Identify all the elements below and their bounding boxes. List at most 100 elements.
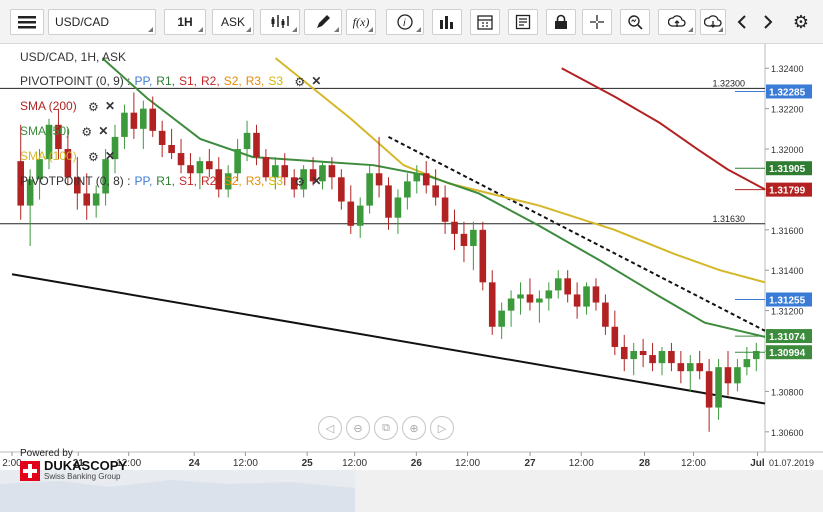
candle-body xyxy=(630,351,637,360)
candle-body xyxy=(121,112,128,137)
dukascopy-logo: Powered by DUKASCOPY Swiss Banking Group xyxy=(20,448,127,481)
indicators-button[interactable]: f(x) xyxy=(346,9,376,35)
pan-right-icon[interactable]: ▷ xyxy=(430,416,454,440)
candle-body xyxy=(55,124,62,150)
legend-pivot1-levels: : PP, R1, S1, R2, S2, R3, S3 xyxy=(127,74,284,88)
powered-by-label: Powered by xyxy=(20,448,73,459)
x-tick-label: 24 xyxy=(189,458,201,469)
volume-button[interactable] xyxy=(432,9,462,35)
candle-body xyxy=(554,278,562,291)
x-tick-label: 12:00 xyxy=(233,458,258,469)
news-button[interactable] xyxy=(508,9,538,35)
candle-body xyxy=(460,233,468,246)
candle-body xyxy=(752,351,760,360)
crosshair-button[interactable] xyxy=(582,9,612,35)
candle-body xyxy=(620,346,628,360)
price-tag-label: 1.31905 xyxy=(769,164,806,175)
scroll-right-button[interactable] xyxy=(756,9,780,35)
price-tag-label: 1.32285 xyxy=(769,87,806,98)
candle-body xyxy=(602,302,609,327)
brand-tagline: Swiss Banking Group xyxy=(44,472,121,481)
menu-button[interactable] xyxy=(10,9,44,35)
legend-pivot1-name: PIVOTPOINT (0, 9) xyxy=(20,74,124,88)
pivot-level-s3: S3 xyxy=(268,174,284,188)
candle-body xyxy=(545,290,553,299)
price-type-selector[interactable]: ASK xyxy=(212,9,254,35)
candles-icon xyxy=(271,15,289,28)
candle-body xyxy=(102,159,109,194)
y-tick-label: 1.31600 xyxy=(771,226,804,236)
chevron-left-icon xyxy=(737,15,746,29)
legend-pivot2-levels: : PP, R1, S1, R2, S2, R3, S3 xyxy=(127,174,284,188)
candle-body xyxy=(83,193,91,206)
x-tick-label: 2:00 xyxy=(2,458,22,469)
candle-body xyxy=(196,161,204,174)
chart-area[interactable]: 1.324001.322001.320001.318001.316001.314… xyxy=(0,44,823,512)
zoom-out-icon[interactable]: ⊖ xyxy=(346,416,370,440)
candle-body xyxy=(488,282,496,327)
legend-pivot2-name: PIVOTPOINT (0, 8) xyxy=(20,174,124,188)
close-icon[interactable]: ✕ xyxy=(98,124,109,138)
reset-zoom-icon[interactable]: ⧉ xyxy=(374,416,398,440)
x-tick-label: 25 xyxy=(302,458,314,469)
candle-body xyxy=(243,132,251,150)
legend-sma50: SMA (50) ⚙ ✕ xyxy=(20,124,109,139)
candle-body xyxy=(262,157,270,178)
candle-body xyxy=(668,351,675,364)
candle-body xyxy=(611,326,619,347)
candle-body xyxy=(649,355,656,364)
pivot-level-r2: R2, xyxy=(201,174,220,188)
candle-body xyxy=(507,298,515,311)
calendar-button[interactable] xyxy=(470,9,500,35)
candle-body xyxy=(290,177,298,190)
gear-icon[interactable]: ⚙ xyxy=(81,125,93,139)
candle-body xyxy=(253,132,260,158)
candle-body xyxy=(347,201,355,226)
candle-body xyxy=(526,294,534,303)
price-tag-bg xyxy=(766,292,812,307)
fx-icon: f(x) xyxy=(352,14,370,29)
gear-icon[interactable]: ⚙ xyxy=(294,75,306,89)
pivot-level-s1: S1, xyxy=(178,74,197,88)
symbol-selector[interactable]: USD/CAD xyxy=(48,9,156,35)
chart-type-button[interactable] xyxy=(260,9,300,35)
gear-icon[interactable]: ⚙ xyxy=(88,150,99,164)
candle-body xyxy=(319,165,326,182)
candle-body xyxy=(187,165,194,174)
x-tick-label: 21 xyxy=(73,458,85,469)
close-icon[interactable]: ✕ xyxy=(311,174,322,188)
news-icon xyxy=(515,14,531,30)
close-icon[interactable]: ✕ xyxy=(105,99,116,113)
timeframe-selector[interactable]: 1H xyxy=(164,9,206,35)
legend-sma200-name: SMA (200) xyxy=(20,99,77,113)
lock-button[interactable] xyxy=(546,9,576,35)
close-icon[interactable]: ✕ xyxy=(311,74,322,88)
candle-body xyxy=(140,108,147,129)
pan-left-icon[interactable]: ◁ xyxy=(318,416,342,440)
gear-icon[interactable]: ⚙ xyxy=(88,100,99,114)
pivot-level-r3: R3, xyxy=(245,174,265,188)
pivot-line-label: 1.32300 xyxy=(712,78,745,88)
upload-button[interactable] xyxy=(658,9,696,35)
zoom-button[interactable] xyxy=(620,9,650,35)
gear-icon[interactable]: ⚙ xyxy=(294,175,306,189)
settings-button[interactable]: ⚙ xyxy=(786,9,816,35)
zoom-in-icon[interactable]: ⊕ xyxy=(402,416,426,440)
legend-sma50-name: SMA (50) xyxy=(20,124,71,138)
toolbar: USD/CAD 1H ASK f(x) i xyxy=(0,0,823,44)
hamburger-icon xyxy=(18,16,36,29)
download-button[interactable] xyxy=(700,9,726,35)
chart-title: USD/CAD, 1H, ASK xyxy=(20,50,127,64)
info-button[interactable]: i xyxy=(386,9,424,35)
draw-button[interactable] xyxy=(304,9,342,35)
candle-body xyxy=(696,363,704,372)
close-icon[interactable]: ✕ xyxy=(105,149,116,163)
candle-body xyxy=(375,173,383,186)
upload-icon xyxy=(668,15,686,27)
candle-body xyxy=(517,294,524,299)
y-tick-label: 1.32400 xyxy=(771,64,804,74)
scroll-left-button[interactable] xyxy=(730,9,754,35)
candle-body xyxy=(45,124,53,160)
download-icon xyxy=(704,15,722,28)
pivot-level-r2: R2, xyxy=(201,74,220,88)
